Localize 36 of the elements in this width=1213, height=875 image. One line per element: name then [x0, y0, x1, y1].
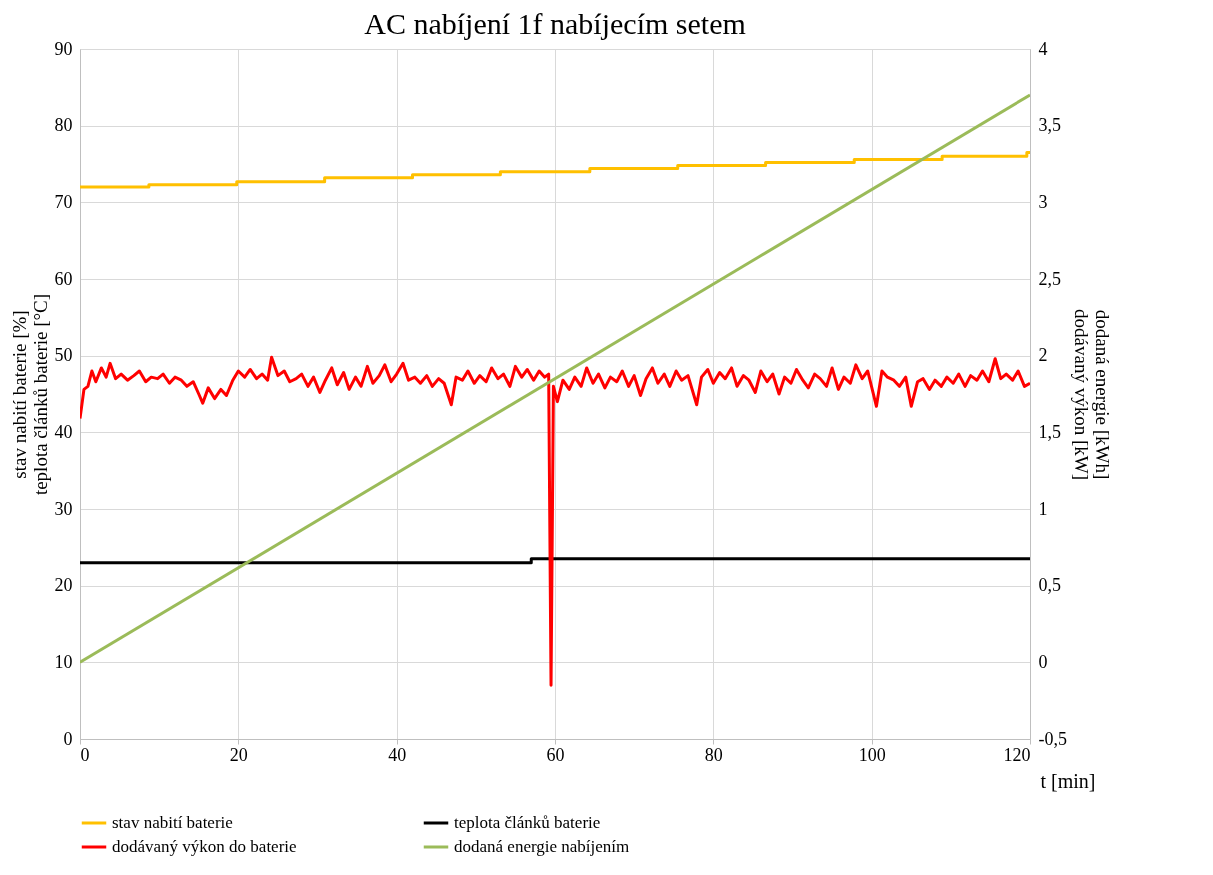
y2-axis-title: dodaná energie [kWh] dodávaný výkon [kW] — [1070, 309, 1113, 480]
chart-title: AC nabíjení 1f nabíjecím setem — [364, 7, 746, 40]
legend-label: teplota článků baterie — [454, 813, 601, 832]
x-tick-label: 0 — [80, 744, 90, 765]
x-tick-label: 120 — [1003, 744, 1031, 765]
x-tick-label: 40 — [388, 744, 407, 765]
legend-label: dodávaný výkon do baterie — [112, 837, 297, 856]
legend-label: dodaná energie nabíjením — [454, 837, 630, 856]
y-tick-label: 30 — [54, 498, 73, 519]
y2-tick-label: 3 — [1038, 191, 1048, 212]
y-tick-label: 10 — [54, 651, 73, 672]
y-axis-title: stav nabití baterie [%] teplota článků baterie [°C] — [8, 293, 51, 496]
x-tick-label: 80 — [704, 744, 723, 765]
y-tick-label: 90 — [54, 38, 73, 59]
line-series — [80, 355, 1030, 687]
y-tick-label: 80 — [54, 115, 73, 136]
y2-tick-label: 0,5 — [1038, 575, 1061, 596]
y2-tick-label: 1 — [1038, 498, 1048, 519]
y2-tick-label: 3,5 — [1038, 115, 1061, 136]
x-tick-label: 20 — [229, 744, 248, 765]
y2-tick-label: 2 — [1038, 345, 1048, 366]
y2-tick-label: -0,5 — [1038, 728, 1067, 749]
y-tick-label: 70 — [54, 191, 73, 212]
y-tick-label: 60 — [54, 268, 73, 289]
x-tick-label: 100 — [858, 744, 886, 765]
y-tick-label: 40 — [54, 421, 73, 442]
y-tick-label: 20 — [54, 575, 73, 596]
x-tick-label: 60 — [546, 744, 565, 765]
y2-tick-label: 1,5 — [1038, 421, 1061, 442]
x-axis-title: t [min] — [1040, 769, 1096, 792]
legend-label: stav nabití baterie — [112, 813, 233, 832]
y-tick-label: 0 — [63, 728, 73, 749]
y2-tick-label: 0 — [1038, 651, 1048, 672]
y-tick-label: 50 — [54, 345, 73, 366]
y2-tick-label: 4 — [1038, 38, 1048, 59]
y2-tick-label: 2,5 — [1038, 268, 1061, 289]
